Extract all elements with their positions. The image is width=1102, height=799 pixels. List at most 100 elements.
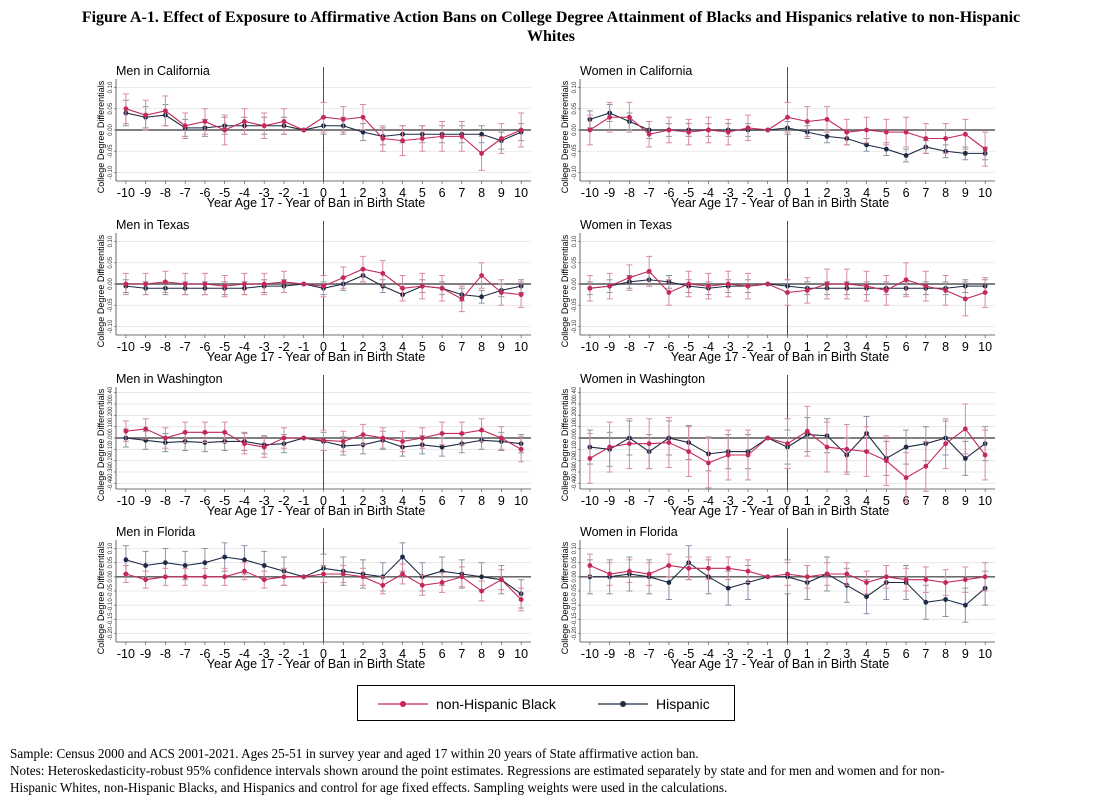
chart-title: Women in Washington xyxy=(580,372,706,386)
data-point-black xyxy=(261,577,267,583)
x-tick-label: -9 xyxy=(140,186,151,200)
y-tick-label: -0.30 xyxy=(572,465,578,479)
data-point-black xyxy=(439,431,445,436)
data-point-hispanic xyxy=(725,585,731,591)
notes-sample: Sample: Census 2000 and ACS 2001-2021. A… xyxy=(10,746,699,761)
data-point-hispanic xyxy=(182,563,188,568)
data-point-black xyxy=(706,283,711,289)
x-tick-label: -7 xyxy=(180,340,191,354)
data-point-black xyxy=(962,426,968,432)
data-point-black xyxy=(242,441,247,447)
data-point-black xyxy=(785,571,790,577)
data-point-black xyxy=(725,565,731,571)
x-tick-label: 5 xyxy=(883,494,890,508)
data-point-hispanic xyxy=(903,444,909,450)
data-point-black xyxy=(982,146,988,152)
data-point-black xyxy=(923,283,929,289)
notes-line-2: Hispanic Whites, non-Hispanic Blacks, an… xyxy=(10,780,728,795)
y-tick-label: 0.10 xyxy=(108,81,114,93)
data-point-black xyxy=(360,114,366,120)
x-tick-label: 7 xyxy=(458,647,465,661)
data-point-black xyxy=(459,133,465,139)
data-point-black xyxy=(459,296,465,302)
x-tick-label: 9 xyxy=(498,494,505,508)
y-tick-label: -0.30 xyxy=(108,465,114,479)
data-point-hispanic xyxy=(400,554,405,560)
x-tick-label: 9 xyxy=(962,186,969,200)
data-point-black xyxy=(182,281,188,287)
x-tick-label: 9 xyxy=(962,647,969,661)
x-tick-label: 8 xyxy=(942,494,949,508)
y-axis-label: College Degree Differentials xyxy=(560,541,570,655)
x-tick-label: -1 xyxy=(762,340,773,354)
y-tick-label: 0.00 xyxy=(108,570,114,582)
x-tick-label: -9 xyxy=(604,647,615,661)
data-point-black xyxy=(281,119,287,124)
x-tick-label: 9 xyxy=(962,494,969,508)
x-tick-label: -9 xyxy=(140,647,151,661)
data-point-black xyxy=(419,283,425,289)
data-point-hispanic xyxy=(943,597,948,602)
x-tick-label: -6 xyxy=(663,494,674,508)
x-axis-label: Year Age 17 - Year of Ban in Birth State xyxy=(670,350,890,364)
data-point-black xyxy=(666,563,672,568)
data-point-black xyxy=(222,127,228,133)
x-tick-label: -8 xyxy=(160,186,171,200)
x-tick-label: 4 xyxy=(863,494,870,508)
x-tick-label: 3 xyxy=(379,186,386,200)
data-point-black xyxy=(301,574,307,580)
data-point-black xyxy=(498,577,504,583)
x-tick-label: -7 xyxy=(180,494,191,508)
data-point-black xyxy=(745,283,751,289)
chart-panel: -0.10 -0.05 0.00 0.05 0.10 -10 -9 -8 -7 -6 -5 -4 -3-… xyxy=(548,218,1048,364)
x-tick-label: 8 xyxy=(942,647,949,661)
y-tick-label: 0.10 xyxy=(572,420,578,432)
y-tick-label: 0.10 xyxy=(108,235,114,247)
x-tick-label: -9 xyxy=(604,494,615,508)
data-point-hispanic xyxy=(962,602,968,608)
x-tick-label: 2 xyxy=(824,340,831,354)
data-point-black xyxy=(123,281,129,287)
x-tick-label: -2 xyxy=(278,340,289,354)
x-tick-label: -2 xyxy=(742,186,753,200)
data-point-black xyxy=(607,571,613,577)
data-point-black xyxy=(439,285,445,291)
legend-black-marker xyxy=(400,701,406,707)
data-point-black xyxy=(301,127,307,133)
y-tick-label: 0.00 xyxy=(108,278,114,290)
data-point-black xyxy=(123,428,129,434)
data-point-black xyxy=(340,275,346,281)
chart-title: Men in Washington xyxy=(116,372,223,386)
data-point-black xyxy=(479,150,484,156)
data-point-hispanic xyxy=(479,574,484,580)
data-point-black xyxy=(686,129,692,135)
data-point-black xyxy=(883,458,889,464)
data-point-black xyxy=(498,290,504,295)
y-axis-label: College Degree Differentials xyxy=(560,388,570,502)
data-point-black xyxy=(123,571,129,577)
x-tick-label: 0 xyxy=(320,494,327,508)
data-point-black xyxy=(627,275,632,281)
x-tick-label: -7 xyxy=(644,340,655,354)
data-point-black xyxy=(706,565,711,571)
x-tick-label: -8 xyxy=(160,647,171,661)
x-tick-label: 7 xyxy=(458,494,465,508)
y-tick-label: -0.40 xyxy=(572,476,578,490)
x-tick-label: -3 xyxy=(259,186,270,200)
data-point-black xyxy=(340,439,346,444)
x-tick-label: 4 xyxy=(863,340,870,354)
data-point-hispanic xyxy=(666,580,672,585)
data-point-hispanic xyxy=(163,560,168,566)
x-axis-label: Year Age 17 - Year of Ban in Birth State xyxy=(670,196,890,210)
y-axis-label: College Degree Differentials xyxy=(560,80,570,194)
data-point-black xyxy=(646,441,652,447)
x-tick-label: -3 xyxy=(723,494,734,508)
data-point-hispanic xyxy=(923,599,929,605)
y-tick-label: -0.05 xyxy=(572,144,578,158)
x-tick-label: 7 xyxy=(458,186,465,200)
data-point-black xyxy=(765,574,771,580)
data-point-black xyxy=(844,281,850,287)
y-tick-label: 0.00 xyxy=(572,570,578,582)
data-point-black xyxy=(459,574,465,580)
data-point-black xyxy=(261,444,267,450)
